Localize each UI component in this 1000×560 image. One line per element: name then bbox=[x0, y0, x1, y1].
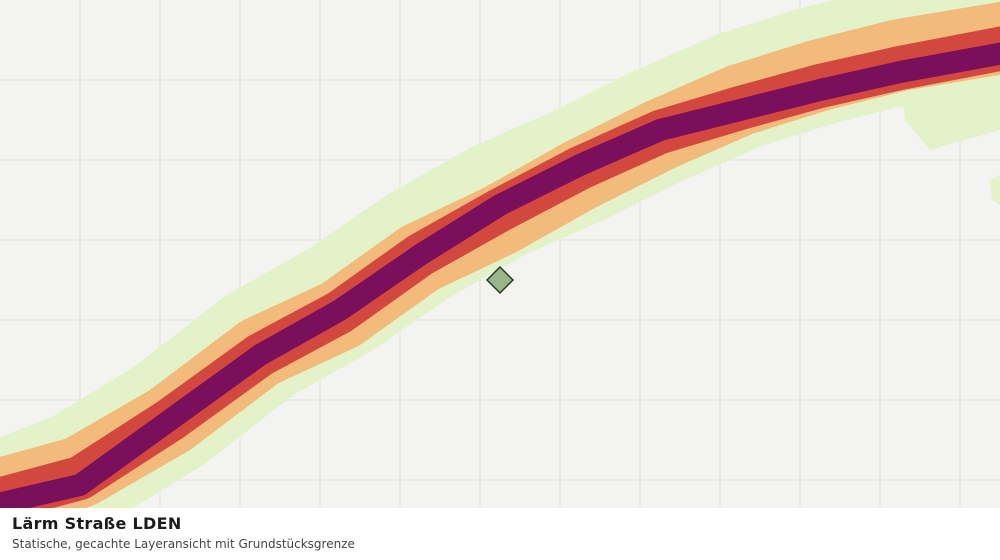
layer-subtitle: Statische, gecachte Layeransicht mit Gru… bbox=[12, 537, 355, 551]
noise-patch bbox=[990, 175, 1000, 205]
noise-bands bbox=[0, 0, 1000, 508]
layer-title: Lärm Straße LDEN bbox=[12, 514, 182, 533]
caption-bar: Lärm Straße LDEN Statische, gecachte Lay… bbox=[0, 508, 1000, 560]
parcel-boundary[interactable] bbox=[485, 265, 515, 295]
noise-patch bbox=[900, 70, 1000, 150]
noise-band-very-high bbox=[0, 42, 1000, 508]
map-view bbox=[0, 0, 1000, 508]
